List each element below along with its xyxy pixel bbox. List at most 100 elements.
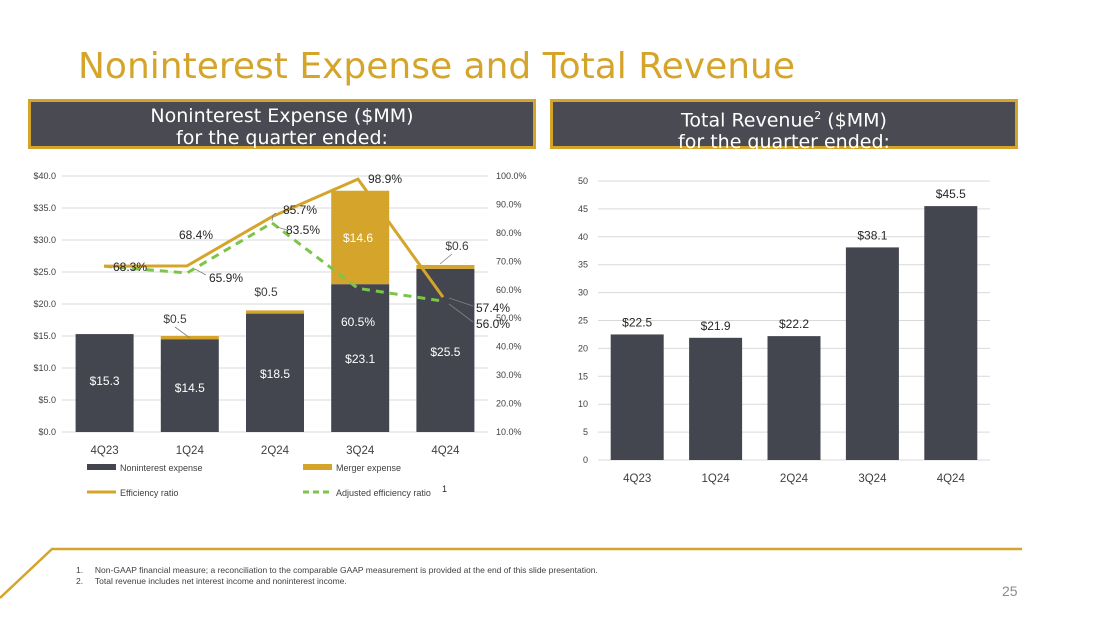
merger-expense-label: $14.6 xyxy=(343,231,373,245)
expense-y2-tick-label: 10.0% xyxy=(496,427,522,437)
ratio-label-leader xyxy=(448,303,474,323)
legend-merger-expense-label: Merger expense xyxy=(336,463,401,473)
expense-y-tick-label: $35.0 xyxy=(33,203,56,213)
merger-expense-label: $0.5 xyxy=(254,285,278,299)
efficiency-ratio-label: 57.4% xyxy=(476,301,510,315)
footnote-2-text: Total revenue includes net interest inco… xyxy=(94,576,347,586)
revenue-y-tick-label: 15 xyxy=(578,371,588,381)
merger-expense-bar xyxy=(331,190,390,285)
expense-y-tick-label: $25.0 xyxy=(33,267,56,277)
merger-expense-bar xyxy=(246,310,304,314)
revenue-y-tick-label: 20 xyxy=(578,343,588,353)
expense-header-line2: for the quarter ended: xyxy=(176,127,388,149)
revenue-y-tick-label: 30 xyxy=(578,288,588,298)
adjusted-efficiency-ratio-label: 65.9% xyxy=(209,271,243,285)
footnote-1-num: 1. xyxy=(76,565,84,575)
expense-chart-header: Noninterest Expense ($MM) for the quarte… xyxy=(28,99,536,149)
total-revenue-bar xyxy=(610,334,664,460)
total-revenue-label: $22.2 xyxy=(779,317,809,331)
expense-y2-tick-label: 100.0% xyxy=(496,171,527,181)
revenue-y-tick-label: 35 xyxy=(578,260,588,270)
footnote-1: 1. Non-GAAP financial measure; a reconci… xyxy=(76,565,598,576)
efficiency-ratio-label: 98.9% xyxy=(368,172,402,186)
expense-y2-tick-label: 60.0% xyxy=(496,285,522,295)
merger-expense-label: $0.5 xyxy=(163,312,187,326)
footnotes: 1. Non-GAAP financial measure; a reconci… xyxy=(76,565,598,587)
expense-y-tick-label: $0.0 xyxy=(38,427,56,437)
total-revenue-bar xyxy=(924,206,978,460)
page-number: 25 xyxy=(1002,583,1018,599)
footnote-2: 2. Total revenue includes net interest i… xyxy=(76,576,598,587)
revenue-header-line1: Total Revenue2 ($MM) xyxy=(553,105,1015,131)
page-title: Noninterest Expense and Total Revenue xyxy=(78,46,796,87)
merger-label-leader xyxy=(439,253,453,265)
expense-y2-tick-label: 90.0% xyxy=(496,199,522,209)
revenue-y-tick-label: 45 xyxy=(578,204,588,214)
expense-y2-tick-label: 20.0% xyxy=(496,399,522,409)
revenue-y-tick-label: 25 xyxy=(578,316,588,326)
total-revenue-bar xyxy=(845,247,899,460)
ratio-label-leader xyxy=(276,226,288,231)
expense-y2-tick-label: 40.0% xyxy=(496,342,522,352)
footnote-1-text: Non-GAAP financial measure; a reconcilia… xyxy=(94,565,598,575)
adjusted-efficiency-ratio-label: 68.3% xyxy=(113,260,147,274)
merger-expense-bar xyxy=(416,264,475,269)
noninterest-expense-bar xyxy=(331,284,390,432)
merger-label-leader xyxy=(174,326,191,339)
revenue-x-tick-label: 3Q24 xyxy=(858,473,887,485)
ratio-label-leader xyxy=(271,212,277,222)
revenue-y-tick-label: 5 xyxy=(583,427,588,437)
expense-y-tick-label: $15.0 xyxy=(33,331,56,341)
total-revenue-bar xyxy=(767,336,821,460)
expense-x-tick-label: 3Q24 xyxy=(346,445,375,457)
total-revenue-label: $38.1 xyxy=(857,228,887,242)
total-revenue-bar xyxy=(689,337,743,460)
expense-y-tick-label: $30.0 xyxy=(33,235,56,245)
revenue-y-tick-label: 50 xyxy=(578,176,588,186)
adjusted-efficiency-ratio-label: 60.5% xyxy=(341,315,375,329)
revenue-x-tick-label: 2Q24 xyxy=(780,473,809,485)
noninterest-expense-label: $18.5 xyxy=(260,367,290,381)
expense-x-tick-label: 4Q23 xyxy=(91,445,119,457)
noninterest-expense-label: $25.5 xyxy=(430,345,460,359)
ratio-label-leader xyxy=(448,297,474,307)
expense-x-tick-label: 1Q24 xyxy=(176,445,205,457)
efficiency-ratio-label: 68.4% xyxy=(179,228,213,242)
noninterest-expense-bar xyxy=(160,339,219,432)
revenue-x-tick-label: 4Q24 xyxy=(937,473,966,485)
noninterest-expense-bar xyxy=(416,268,475,432)
expense-y-tick-label: $40.0 xyxy=(33,171,56,181)
total-revenue-label: $21.9 xyxy=(701,319,731,333)
expense-x-tick-label: 2Q24 xyxy=(261,445,290,457)
expense-header-line1: Noninterest Expense ($MM) xyxy=(150,105,414,127)
expense-y-tick-label: $20.0 xyxy=(33,299,56,309)
revenue-y-tick-label: 10 xyxy=(578,399,588,409)
noninterest-expense-bar xyxy=(75,334,134,432)
revenue-header-suffix: ($MM) xyxy=(821,109,887,132)
revenue-header-prefix: Total Revenue xyxy=(681,109,815,132)
revenue-header-footnote-ref: 2 xyxy=(814,109,822,122)
legend-noninterest-expense-swatch xyxy=(87,464,116,470)
noninterest-expense-label: $23.1 xyxy=(345,352,375,366)
revenue-chart-header: Total Revenue2 ($MM) for the quarter end… xyxy=(550,99,1018,153)
total-revenue-label: $45.5 xyxy=(936,187,966,201)
noninterest-expense-label: $14.5 xyxy=(175,381,205,395)
revenue-y-tick-label: 40 xyxy=(578,232,588,242)
revenue-y-tick-label: 0 xyxy=(583,455,588,465)
expense-y2-tick-label: 80.0% xyxy=(496,228,522,238)
expense-y-tick-label: $10.0 xyxy=(33,363,56,373)
revenue-header-line2: for the quarter ended: xyxy=(678,131,890,154)
efficiency-ratio-label: 85.7% xyxy=(283,203,317,217)
expense-y2-tick-label: 30.0% xyxy=(496,370,522,380)
merger-expense-label: $0.6 xyxy=(445,239,469,253)
ratio-label-leader xyxy=(194,268,207,276)
expense-x-tick-label: 4Q24 xyxy=(431,445,460,457)
expense-y2-tick-label: 70.0% xyxy=(496,256,522,266)
legend-merger-expense-swatch xyxy=(303,464,332,470)
legend-efficiency-ratio-label: Efficiency ratio xyxy=(120,488,178,498)
footnote-2-num: 2. xyxy=(76,576,84,586)
adjusted-efficiency-ratio-label: 56.0% xyxy=(476,317,510,331)
expense-y-tick-label: $5.0 xyxy=(38,395,56,405)
